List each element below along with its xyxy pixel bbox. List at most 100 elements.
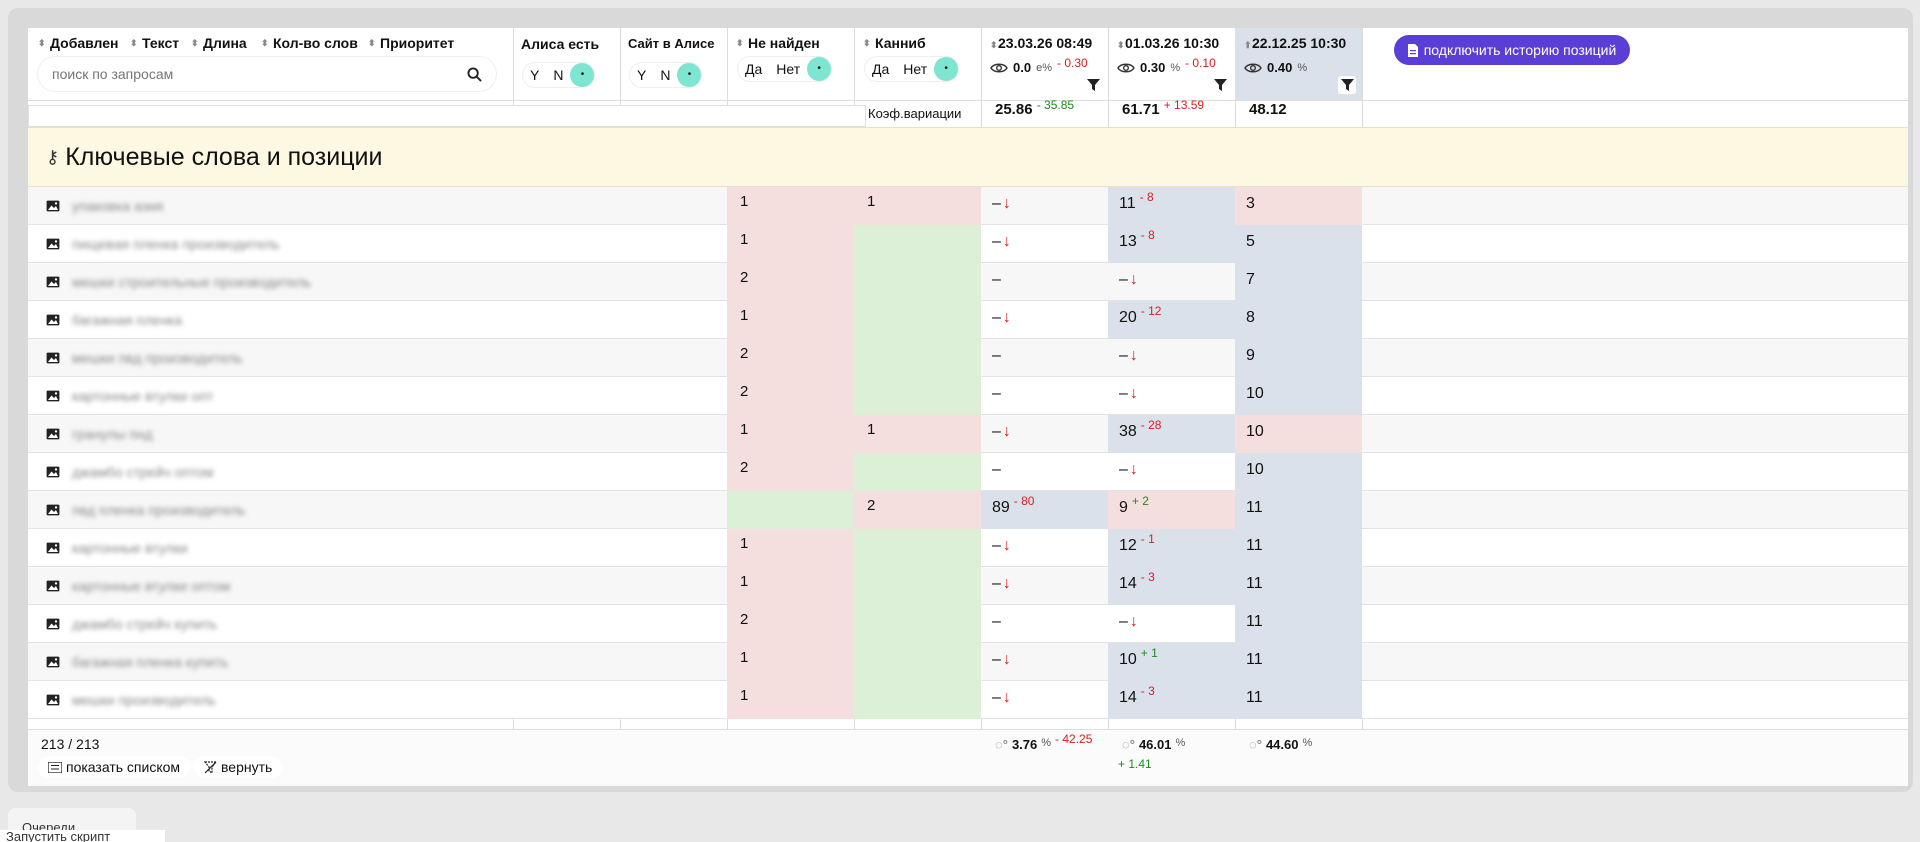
search-icon[interactable] [467, 66, 482, 82]
site-any[interactable]: • [677, 63, 702, 87]
image-icon[interactable] [46, 200, 60, 212]
cannib-cell [854, 339, 981, 377]
image-icon[interactable] [46, 352, 60, 364]
image-icon[interactable] [46, 428, 60, 440]
sort-word-count[interactable]: ⬍ Кол-во слов [261, 35, 358, 51]
not-found-no[interactable]: Нет [776, 61, 801, 77]
position-cell: 11 [1235, 681, 1362, 719]
cannib-no[interactable]: Нет [903, 61, 928, 77]
sort-icon: ⬍ [1117, 40, 1125, 50]
position-cell: – ↓ [992, 689, 1011, 706]
keyword-text[interactable]: джамбо стрейч оптом [72, 464, 214, 480]
keyword-text[interactable]: джамбо стрейч купить [72, 616, 217, 632]
run-script-tab[interactable]: Запустить скрипт [0, 830, 165, 842]
position-cell: – [992, 385, 1001, 402]
cannib-any[interactable]: • [934, 57, 959, 81]
connect-history-button[interactable]: подключить историю позиций [1394, 35, 1630, 65]
sort-length[interactable]: ⬍ Длина [191, 35, 247, 51]
position-cell: 20 - 12 [1108, 301, 1235, 339]
position-cell: 11 [1235, 567, 1362, 605]
image-icon[interactable] [46, 276, 60, 288]
sort-not-found[interactable]: ⬍ Не найден [736, 35, 820, 51]
keyword-text[interactable]: мешки строительные производитель [72, 274, 311, 290]
image-icon[interactable] [46, 694, 60, 706]
position-cell: – ↓ [1119, 613, 1138, 630]
keyword-text[interactable]: багажная пленка купить [72, 654, 229, 670]
position-cell: – ↓ [992, 309, 1011, 326]
keyword-text[interactable]: картонные втулки оптом [72, 578, 231, 594]
keyword-cell: картонные втулки [46, 529, 187, 567]
cannib-cell: 1 [854, 187, 981, 225]
date-col-3[interactable]: ⬆22.12.25 10:30 [1244, 35, 1347, 51]
alisa-any[interactable]: • [570, 63, 595, 87]
site-yes[interactable]: Y [637, 67, 647, 83]
table-row: джамбо стрейч оптом 2 – – ↓ 10 [28, 453, 1908, 491]
position-cell: 11 - 8 [1108, 187, 1235, 225]
not-found-cell: 1 [727, 567, 854, 605]
image-icon[interactable] [46, 580, 60, 592]
not-found-yes[interactable]: Да [745, 61, 763, 77]
keyword-text[interactable]: мешки пвд производитель [72, 350, 243, 366]
cannib-cell: 1 [854, 415, 981, 453]
keyword-cell: гранулы пнд [46, 415, 153, 453]
keyword-text[interactable]: мешки производитель [72, 692, 216, 708]
keyword-cell: джамбо стрейч оптом [46, 453, 214, 491]
image-icon[interactable] [46, 314, 60, 326]
filter-icon[interactable] [1084, 76, 1102, 94]
show-list-button[interactable]: показать списком [38, 756, 191, 778]
image-icon[interactable] [46, 618, 60, 630]
keyword-text[interactable]: пищевая пленка производитель [72, 236, 280, 252]
site-no[interactable]: N [660, 67, 671, 83]
sort-cannib[interactable]: ⬍ Канниб [863, 35, 926, 51]
image-icon[interactable] [46, 390, 60, 402]
position-cell: 10 + 1 [1108, 643, 1235, 681]
alisa-no[interactable]: N [553, 67, 564, 83]
coef-3: 48.12 [1249, 101, 1287, 118]
not-found-any[interactable]: • [807, 57, 832, 81]
cannib-cell [854, 605, 981, 643]
image-icon[interactable] [46, 504, 60, 516]
table-row: багажная пленка купить 1 – ↓ 10 + 1 11 [28, 643, 1908, 681]
image-icon[interactable] [46, 238, 60, 250]
filter-icon[interactable] [1338, 76, 1356, 94]
keyword-text[interactable]: багажная пленка [72, 312, 182, 328]
keyword-text[interactable]: упаковка азия [72, 198, 164, 214]
keyword-text[interactable]: картонные втулки [72, 540, 188, 556]
bubbles-icon: ◌° [1249, 737, 1262, 752]
cannib-yes[interactable]: Да [872, 61, 890, 77]
table-row: пищевая пленка производитель 1 – ↓ 13 - … [28, 225, 1908, 263]
sort-icon: ⬍ [990, 40, 998, 50]
table-row: пвд пленка производитель 2 89 - 80 9 + 2… [28, 491, 1908, 529]
keyword-cell: картонные втулки оптом [46, 567, 230, 605]
keyword-cell: багажная пленка купить [46, 643, 228, 681]
key-icon: ⚷ [46, 146, 60, 167]
not-found-cell: 1 [727, 415, 854, 453]
filter-icon[interactable] [1211, 76, 1229, 94]
keyword-cell: мешки пвд производитель [46, 339, 243, 377]
date-col-2[interactable]: ⬍01.03.26 10:30 [1117, 35, 1220, 51]
date-col-1[interactable]: ⬍23.03.26 08:49 [990, 35, 1093, 51]
sort-added[interactable]: ⬍ Добавлен [38, 35, 119, 51]
reset-button[interactable]: вернуть [194, 756, 283, 778]
search-input[interactable] [52, 66, 452, 82]
position-cell: – ↓ [1119, 347, 1138, 364]
not-found-cell: 2 [727, 263, 854, 301]
position-cell: – ↓ [992, 233, 1011, 250]
not-found-cell: 1 [727, 681, 854, 719]
keyword-cell: мешки производитель [46, 681, 216, 719]
position-cell: 12 - 1 [1108, 529, 1235, 567]
image-icon[interactable] [46, 542, 60, 554]
keyword-text[interactable]: картонные втулки опт [72, 388, 214, 404]
sort-text[interactable]: ⬍ Текст [130, 35, 180, 51]
row-count: 213 / 213 [41, 736, 100, 752]
keyword-text[interactable]: гранулы пнд [72, 426, 153, 442]
table-row: картонные втулки опт 2 – – ↓ 10 [28, 377, 1908, 415]
image-icon[interactable] [46, 466, 60, 478]
visibility-1: 0.0 е% - 0.30 [990, 56, 1088, 75]
sort-icon: ⬍ [736, 37, 744, 48]
keyword-text[interactable]: пвд пленка производитель [72, 502, 246, 518]
image-icon[interactable] [46, 656, 60, 668]
sort-priority[interactable]: ⬍ Приоритет [368, 35, 455, 51]
position-cell: – ↓ [1119, 461, 1138, 478]
alisa-yes[interactable]: Y [530, 67, 540, 83]
